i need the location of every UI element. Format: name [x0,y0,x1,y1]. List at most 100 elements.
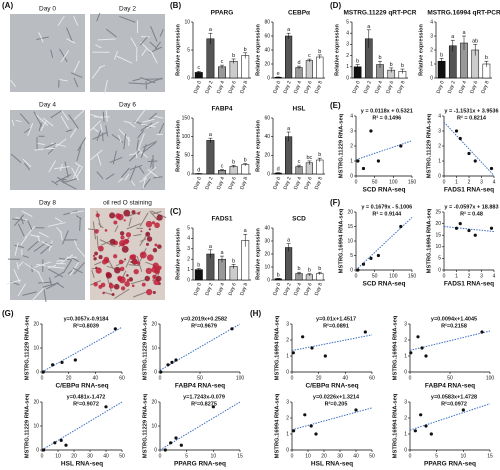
x-tick-label: 4 [493,273,496,279]
error-bar [243,52,248,59]
y-axis-label: Relative expression [255,24,261,76]
cell [105,108,108,122]
lipid-droplet [92,254,96,257]
x-tick-label: 0 [409,375,412,381]
point [399,144,403,148]
lipid-droplet [101,259,108,265]
cell [27,123,34,136]
lipid-droplet [93,282,98,287]
panel-label: (B) [170,1,181,10]
y-tick-label: 100 [182,134,191,140]
lipid-droplet [131,284,135,288]
x-tick-label: Day 0 [436,80,446,95]
bar [285,136,293,175]
cell [96,130,102,142]
point [51,363,55,367]
point [356,268,360,272]
lipid-droplet [126,274,129,277]
cell [138,166,145,175]
y-tick-label: 50 [184,153,190,159]
x-tick-label: Day 0 [352,80,362,95]
cell [57,15,65,27]
y-axis-label: Relative expression [418,24,424,76]
point [369,256,373,260]
x-tick-label: 20 [66,375,72,381]
point [454,226,459,230]
y-axis-label: MSTRG.16994 RNA-seq [275,393,281,458]
y-tick-label: 30 [264,238,270,244]
lipid-droplet [124,258,127,261]
cell [134,108,146,124]
y-tick-label: 0 [286,447,289,453]
x-tick-label: 4 [493,179,496,185]
x-tick-label: 150 [408,273,417,279]
point [461,408,465,412]
trend-line [443,121,495,176]
cell [97,38,116,41]
y-tick-label: 20 [33,399,39,405]
equation: R²=0.2158 [441,322,467,329]
cell [89,120,102,132]
x-axis-label: HSL RNA-seq [61,461,103,468]
cell [72,165,80,180]
cell [128,217,132,227]
x-tick-label: Day 8 [239,282,249,297]
panel-label: (D) [330,1,341,10]
error-bar [317,54,322,60]
y-tick-label: 4 [438,113,441,119]
significance-letter: b [232,258,235,264]
cell [10,153,22,163]
point [376,253,380,258]
lipid-droplet [93,257,97,261]
y-tick-label: 10 [347,238,353,244]
significance-letter: d [297,60,300,66]
lipid-droplet [134,260,138,264]
point [489,226,494,230]
micrograph [9,14,85,92]
cell [105,173,115,180]
cell [59,48,68,63]
cell [102,111,105,123]
x-tick-label: 100 [389,179,398,185]
point [174,358,178,362]
trend-line [159,401,241,451]
equation: y=0.2019x+0.2582 [181,316,227,322]
x-tick-label: Day 8 [480,80,490,95]
micrograph-label: Day 4 [39,102,56,109]
x-axis-label: SCD RNA-seq [363,187,406,194]
cell [19,113,30,125]
significance-letter: b [390,62,393,68]
cell [15,119,22,123]
cell [56,176,65,183]
point [301,335,305,339]
y-axis-label: MSTRG.16994 RNA-seq [427,208,433,273]
micrograph-label: Day 2 [119,6,136,13]
point [473,233,477,237]
y-tick-label: 10 [435,244,441,250]
x-tick-label: Day 0 [272,176,282,191]
error-bar [366,29,371,48]
trend-line [41,326,123,373]
bar [241,164,250,175]
cell [50,110,62,119]
y-axis-label: MSTRG.11229 RNA-seq [143,315,149,380]
x-axis-label: C/EBPα RNA-seq [305,383,358,390]
point [292,429,296,433]
x-tick-label: Day 8 [239,80,249,95]
significance-letter: b [440,52,443,58]
significance-letter: b [308,268,311,274]
significance-letter: c [221,163,224,169]
cell [54,217,63,223]
y-tick-label: 0 [267,171,270,177]
lipid-droplet [105,272,112,279]
significance-letter: b [232,53,235,59]
bar [285,35,293,79]
lipid-droplet [124,281,130,287]
lipid-droplet [130,260,133,263]
y-tick-label: 4 [346,31,349,37]
x-tick-label: 40 [93,375,99,381]
x-tick-label: Day 8 [239,176,249,191]
cell [42,117,54,127]
cell [98,64,106,69]
significance-letter: d [277,167,280,173]
